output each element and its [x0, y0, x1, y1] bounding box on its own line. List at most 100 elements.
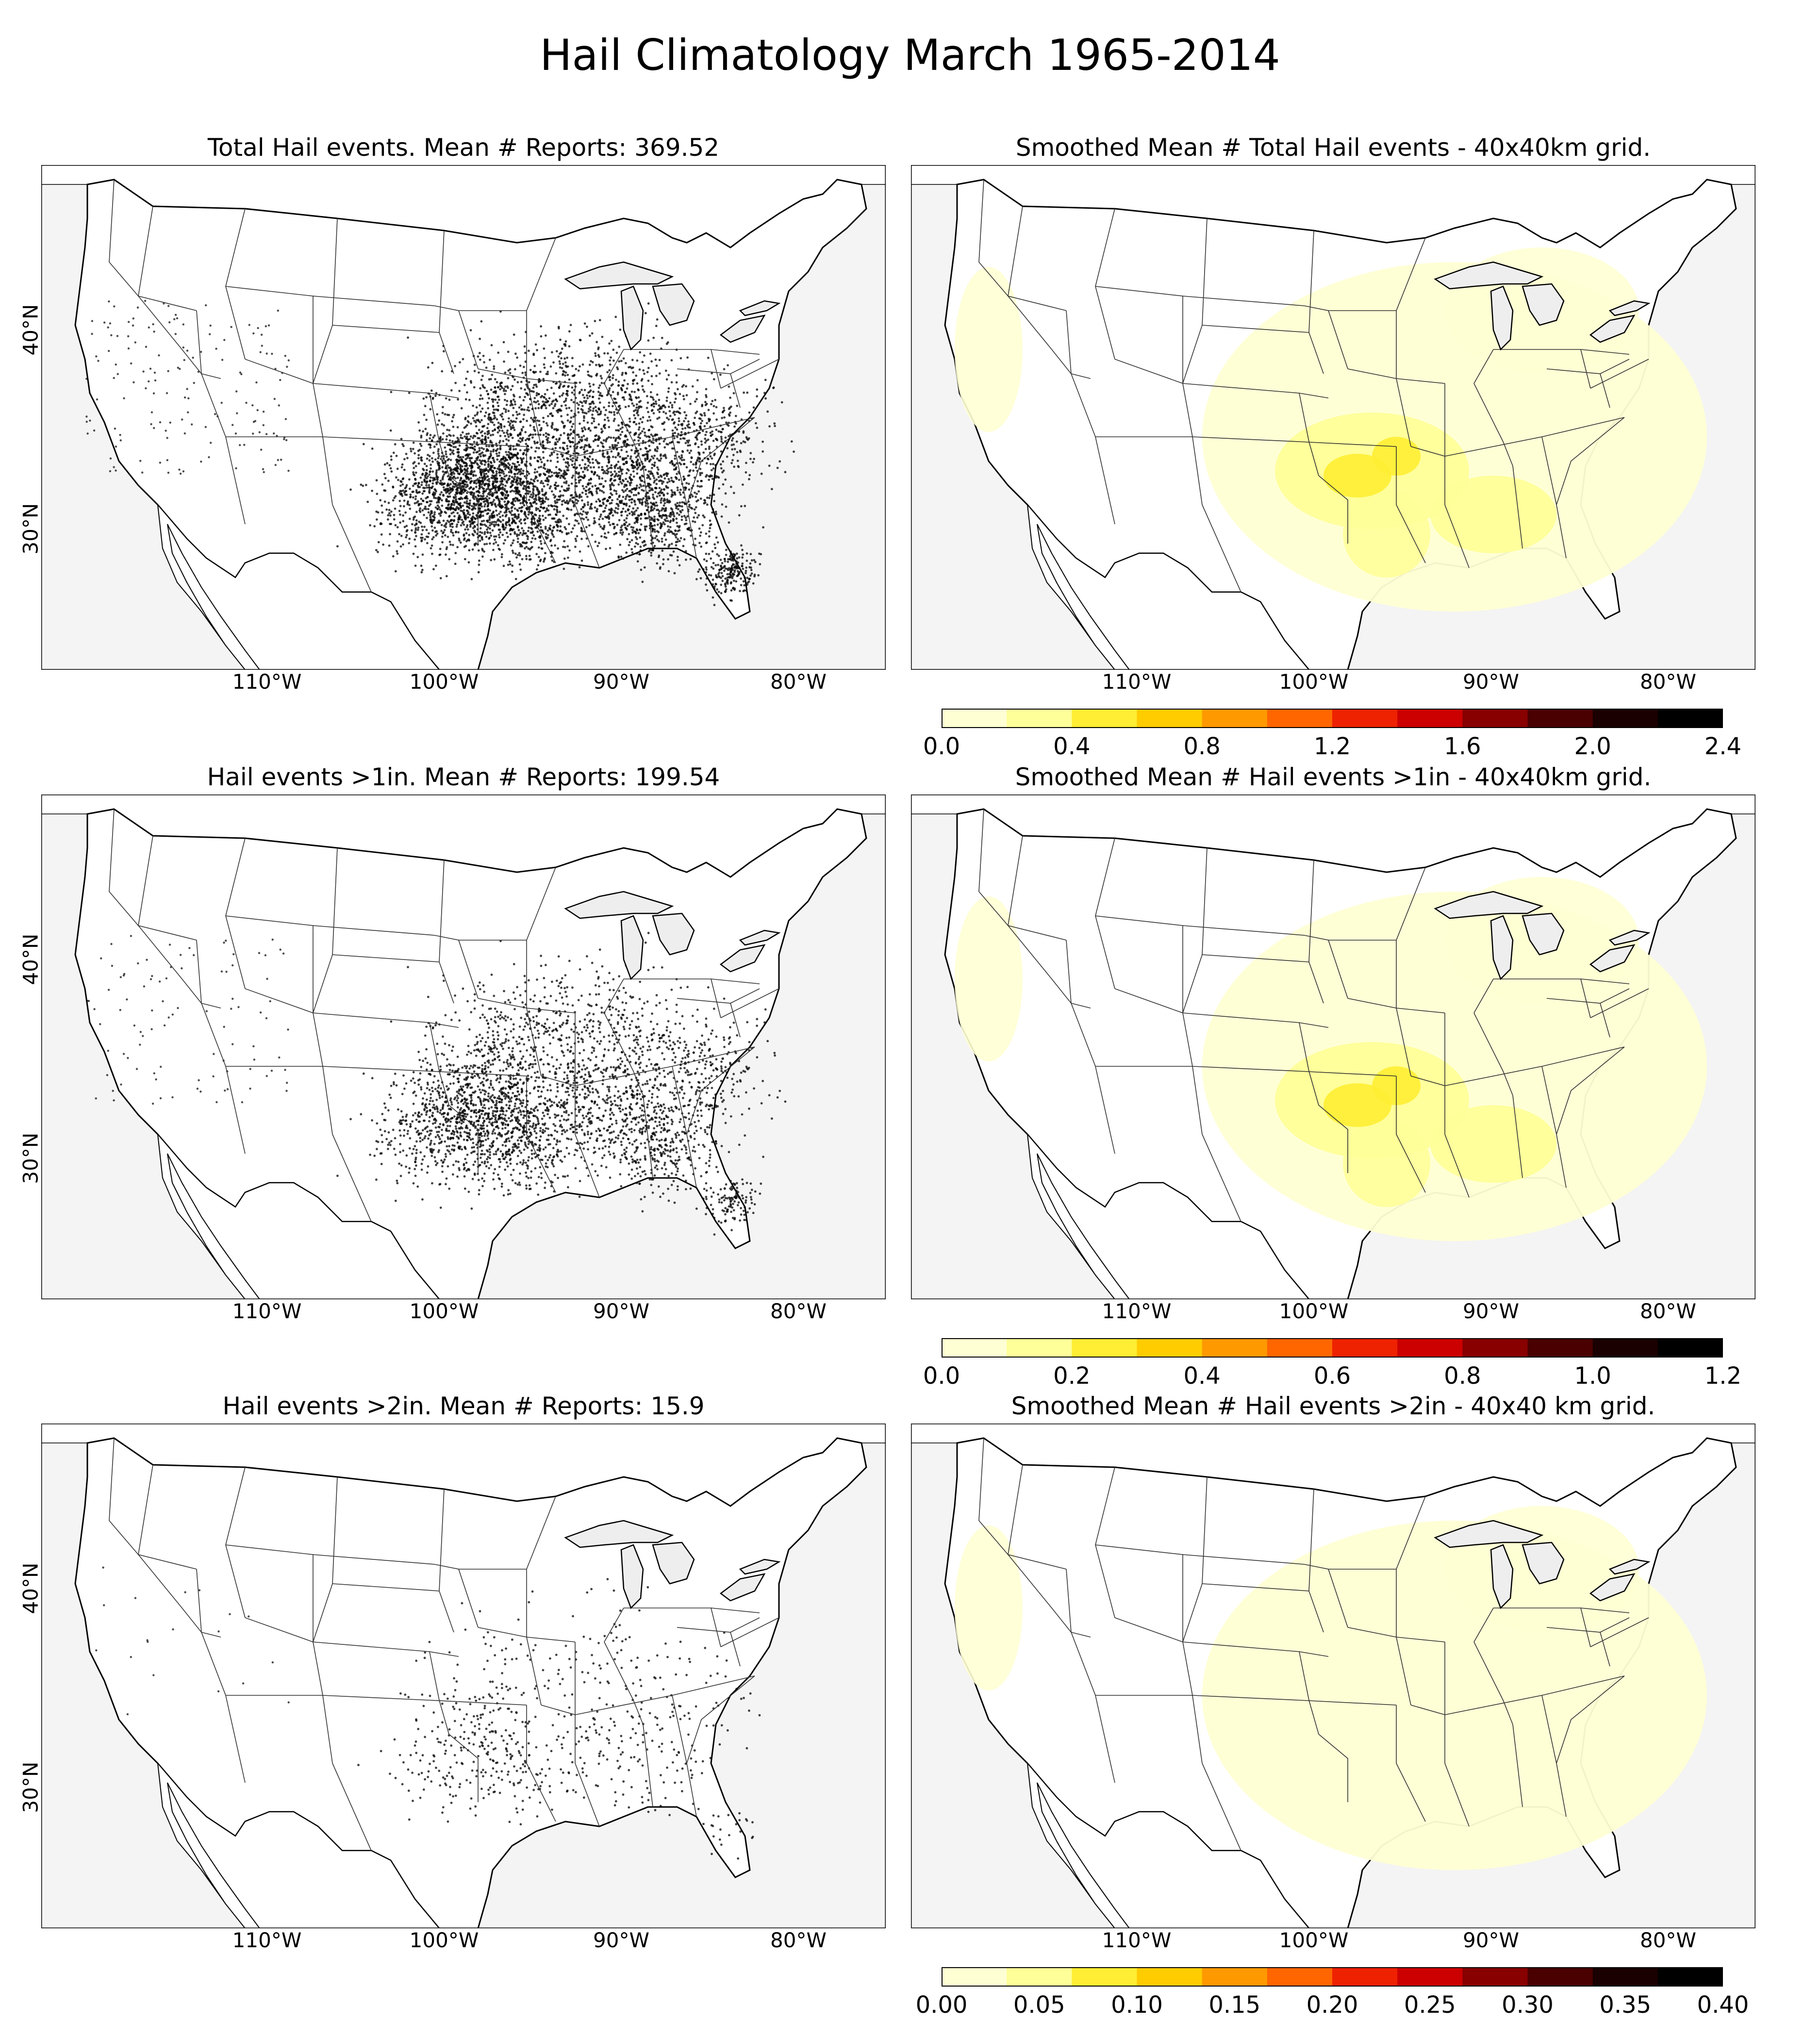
hail-report-point [501, 486, 504, 489]
hail-report-point [454, 563, 457, 565]
hail-report-point [562, 473, 565, 475]
hail-report-point [424, 538, 426, 541]
hail-report-point [540, 465, 543, 468]
hail-report-point [460, 487, 463, 489]
hail-report-point [755, 422, 757, 425]
hail-report-point [429, 437, 431, 440]
hail-report-point [439, 497, 442, 500]
hail-report-point [454, 477, 457, 480]
hail-report-point [740, 544, 743, 547]
hail-report-point [509, 490, 512, 493]
hail-report-point [753, 573, 756, 576]
hail-report-point [721, 580, 724, 582]
figure-title: Hail Climatology March 1965-2014 [540, 30, 1280, 80]
hail-report-point [441, 535, 444, 538]
hail-report-point [462, 456, 464, 459]
hail-report-point [472, 436, 474, 439]
hail-report-point [670, 359, 673, 362]
hail-report-point [459, 361, 461, 364]
hail-report-point [637, 414, 640, 416]
hail-report-point [553, 405, 556, 407]
hail-report-point [606, 464, 609, 467]
hail-report-point [449, 483, 452, 485]
hail-report-point [722, 469, 725, 472]
hail-report-point [630, 539, 633, 542]
hail-report-point [634, 531, 637, 534]
hail-report-point [564, 374, 566, 377]
hail-report-point [503, 511, 506, 514]
hail-report-point [648, 460, 651, 463]
hail-report-point [638, 464, 641, 467]
hail-report-point [515, 468, 518, 471]
hail-report-point [493, 424, 496, 426]
hail-report-point [435, 443, 438, 446]
hail-report-point [530, 517, 533, 520]
hail-report-point [594, 438, 596, 441]
hail-report-point [773, 422, 776, 425]
hail-report-point [486, 401, 489, 404]
hail-report-point [640, 468, 642, 471]
hail-report-point [509, 563, 512, 565]
hail-report-point [676, 533, 678, 535]
hail-report-point [641, 474, 644, 477]
hail-report-point [655, 365, 658, 367]
hail-report-point [418, 429, 421, 432]
hail-report-point [552, 392, 555, 395]
hail-report-point [625, 527, 628, 530]
hail-report-point [749, 458, 752, 460]
hail-report-point [426, 457, 429, 460]
hail-report-point [625, 435, 628, 438]
hail-report-point [396, 550, 398, 553]
hail-report-point [583, 503, 586, 506]
hail-report-point [487, 463, 490, 465]
hail-report-point [473, 505, 476, 508]
hail-report-point [630, 449, 633, 451]
hail-report-point [561, 500, 563, 503]
hail-report-point [485, 390, 488, 393]
hail-report-point [570, 530, 573, 533]
hail-report-point [577, 369, 580, 372]
hail-report-point [621, 431, 624, 433]
hail-report-point [622, 384, 624, 387]
hail-report-point [653, 545, 656, 547]
hail-report-point [724, 567, 727, 570]
hail-report-point [673, 437, 676, 440]
hail-report-point [637, 532, 640, 534]
hail-report-point [516, 490, 519, 493]
hail-report-point [510, 544, 513, 547]
hail-report-point [532, 426, 535, 429]
hail-report-point [655, 375, 658, 377]
hail-report-point [649, 391, 652, 394]
hail-report-point [402, 489, 405, 492]
hail-report-point [501, 523, 504, 526]
hail-report-point [578, 392, 581, 395]
hail-report-point [564, 340, 567, 343]
hail-report-point [528, 381, 530, 383]
hail-report-point [523, 484, 526, 487]
hail-report-point [652, 549, 654, 552]
hail-report-point [570, 416, 573, 419]
hail-report-point [383, 500, 386, 503]
hail-report-point [635, 509, 638, 512]
hail-report-point [572, 441, 575, 444]
hail-report-point [439, 482, 442, 485]
hail-report-point [594, 484, 597, 487]
hail-report-point [665, 399, 668, 402]
hail-report-point [653, 480, 656, 482]
hail-report-point [613, 510, 616, 513]
hail-report-point [436, 501, 438, 504]
hail-report-point [502, 470, 505, 473]
hail-report-point [606, 371, 609, 374]
hail-report-point [706, 422, 708, 425]
hail-report-point [597, 435, 600, 438]
hail-report-point [756, 388, 759, 391]
hail-report-point [518, 464, 521, 466]
hail-report-point [390, 458, 393, 461]
hail-report-point [643, 545, 645, 547]
hail-report-point [726, 455, 728, 458]
hail-report-point [396, 467, 399, 470]
hail-report-point [592, 402, 595, 405]
hail-report-point [672, 518, 675, 520]
hail-report-point [504, 393, 506, 396]
hail-report-point [677, 556, 679, 558]
